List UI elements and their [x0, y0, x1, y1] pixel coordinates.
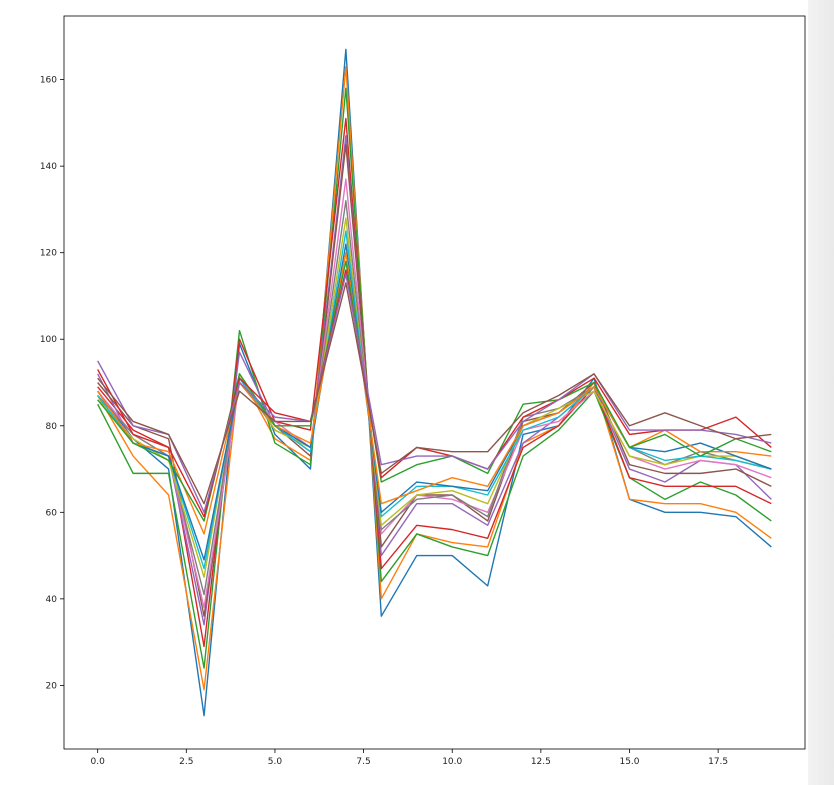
y-tick-label: 100: [40, 335, 57, 345]
y-tick-label: 80: [46, 422, 58, 432]
chart-svg: 0.0 2.5 5.0 7.5 10.0 12.5 15.0 17.5 20 40 60 80 100…: [40, 15, 806, 767]
series-line-8: [97, 200, 772, 596]
series-line-13: [97, 260, 772, 522]
series-line-12: [97, 251, 772, 535]
series-line-14: [97, 269, 772, 518]
series-line-16: [97, 282, 772, 505]
y-tick-label: 120: [40, 249, 57, 259]
plot-frame: [63, 15, 806, 750]
x-axis: 0.0 2.5 5.0 7.5 10.0 12.5 15.0 17.5: [91, 749, 728, 767]
scrollbar-gutter: [808, 0, 834, 785]
x-tick-label: 15.0: [619, 757, 639, 767]
y-tick-label: 40: [46, 595, 58, 605]
series-line-9: [97, 217, 772, 578]
x-tick-label: 12.5: [531, 757, 551, 767]
series-line-10: [97, 230, 772, 570]
x-tick-label: 7.5: [356, 757, 370, 767]
y-tick-label: 60: [46, 508, 58, 518]
x-tick-label: 2.5: [179, 757, 193, 767]
series-line-15: [97, 273, 772, 514]
y-axis: 20 40 60 80 100 120 140 160: [40, 76, 64, 691]
y-tick-label: 140: [40, 162, 57, 172]
series-line-6: [97, 143, 772, 617]
y-tick-label: 160: [40, 76, 57, 86]
series-line-1: [97, 48, 772, 717]
series-layer: [97, 48, 772, 717]
x-tick-label: 17.5: [708, 757, 728, 767]
y-tick-label: 20: [46, 681, 58, 691]
series-line-3: [97, 87, 772, 669]
x-tick-label: 10.0: [442, 757, 462, 767]
series-line-2: [97, 65, 772, 691]
series-line-4: [97, 117, 772, 648]
x-tick-label: 0.0: [91, 757, 106, 767]
x-tick-label: 5.0: [268, 757, 283, 767]
